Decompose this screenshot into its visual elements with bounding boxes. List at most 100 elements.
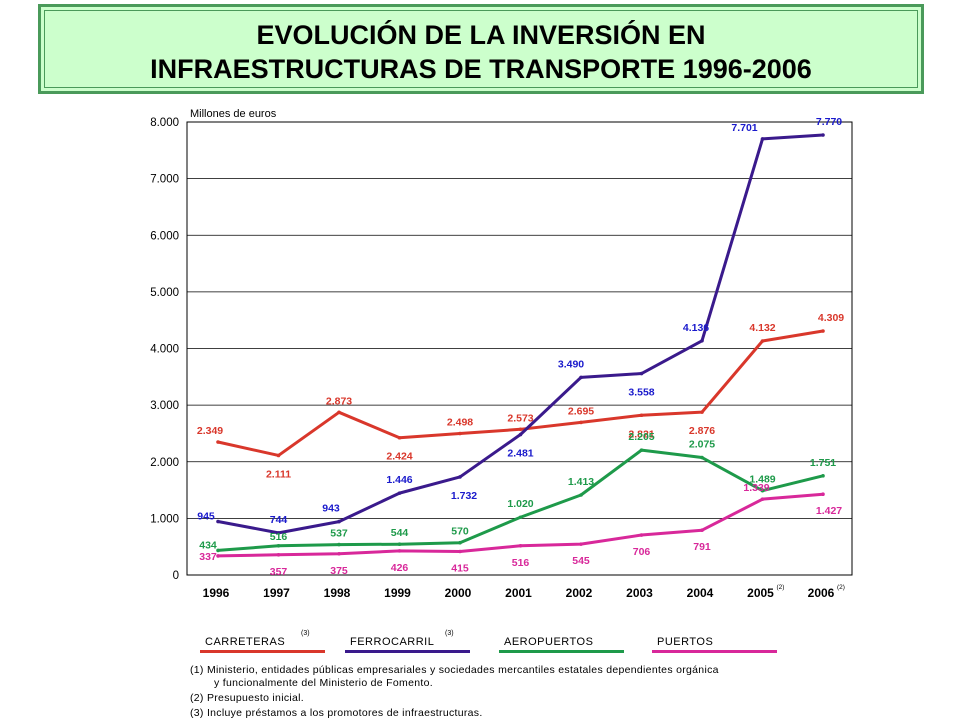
data-label: 1.413 [568, 476, 594, 488]
data-point [397, 491, 402, 495]
data-label: 791 [693, 541, 711, 553]
data-point [760, 497, 765, 501]
data-label: 1.427 [816, 505, 842, 517]
data-label: 4.132 [749, 322, 775, 334]
y-tick-label: 8.000 [150, 117, 179, 129]
legend-item-aeropuertos: AEROPUERTOS [504, 636, 594, 648]
y-tick-label: 0 [173, 570, 179, 582]
y-axis-label: Millones de euros [190, 108, 277, 120]
x-tick-label: 2004 [687, 586, 714, 600]
footnote-2: (2) Presupuesto inicial. [190, 692, 304, 704]
legend-swatch-puertos [652, 650, 777, 653]
data-label: 357 [270, 566, 288, 578]
data-label: 2.424 [386, 451, 412, 463]
data-point [337, 551, 341, 556]
data-label: 2.873 [326, 395, 352, 407]
data-point [579, 493, 583, 497]
data-label: 1.732 [451, 490, 477, 502]
data-point [700, 528, 704, 533]
data-point [518, 515, 523, 520]
data-label: 434 [199, 539, 217, 551]
data-point [397, 542, 402, 546]
data-label: 744 [270, 514, 288, 526]
data-label: 544 [391, 527, 409, 539]
y-tick-label: 5.000 [150, 287, 179, 299]
footnote-3: (3) Incluye préstamos a los promotores d… [190, 707, 483, 719]
footnote-1: (1) Ministerio, entidades públicas empre… [190, 664, 719, 676]
title-line-1: EVOLUCIÓN DE LA INVERSIÓN EN [256, 20, 706, 50]
data-point [216, 440, 220, 444]
x-tick-label: 2005 [747, 586, 774, 600]
data-point [276, 552, 281, 557]
data-label: 2.481 [507, 448, 533, 460]
y-tick-label: 4.000 [150, 344, 179, 356]
data-point [821, 474, 825, 478]
x-tick-label: 1999 [384, 586, 411, 600]
y-tick-label: 7.000 [150, 174, 179, 186]
data-point [821, 133, 825, 137]
data-point [397, 435, 402, 440]
data-label: 4.136 [683, 322, 709, 334]
x-tick-label: 2006 [808, 586, 835, 600]
data-label: 337 [199, 551, 217, 563]
y-tick-label: 2.000 [150, 457, 179, 469]
data-point [518, 427, 523, 432]
x-tick-label: 2000 [445, 586, 472, 600]
data-point [458, 549, 462, 554]
data-label: 2.876 [689, 425, 715, 437]
data-point [760, 137, 765, 141]
data-label: 943 [322, 503, 340, 515]
data-point [700, 338, 704, 343]
data-label: 945 [197, 510, 215, 522]
data-point [458, 540, 462, 545]
data-point [579, 375, 583, 380]
data-point [458, 431, 462, 436]
legend-sup: (3) [301, 630, 310, 637]
data-point [216, 554, 220, 558]
data-point [337, 542, 341, 547]
title-line-2: INFRAESTRUCTURAS DE TRANSPORTE 1996-2006 [150, 54, 812, 84]
x-tick-label: 1997 [263, 586, 290, 600]
data-point [700, 410, 704, 414]
data-point [397, 549, 402, 553]
data-point [458, 475, 462, 479]
x-tick-label: 1996 [203, 586, 230, 600]
data-point [337, 519, 341, 524]
data-point [821, 492, 825, 496]
data-label: 2.573 [507, 412, 533, 424]
data-label: 537 [330, 528, 348, 540]
data-label: 2.349 [197, 425, 223, 437]
x-tick-label: 2002 [566, 586, 593, 600]
data-label: 1.751 [810, 457, 836, 469]
legend-item-puertos: PUERTOS [657, 636, 714, 648]
legend-item-ferrocarril: FERROCARRIL [350, 636, 435, 648]
data-label: 1.446 [386, 474, 412, 486]
legend-swatch-ferrocarril [345, 650, 470, 653]
data-point [760, 339, 765, 343]
data-label: 706 [633, 546, 651, 558]
x-tick-sup: (2) [777, 584, 785, 591]
y-tick-label: 3.000 [150, 400, 179, 412]
data-label: 415 [451, 563, 469, 575]
data-label: 2.111 [266, 468, 291, 480]
title-banner: EVOLUCIÓN DE LA INVERSIÓN EN INFRAESTRUC… [38, 4, 924, 94]
data-point [276, 453, 281, 458]
x-tick-sup: (2) [837, 584, 845, 591]
data-label: 1.339 [743, 482, 769, 494]
data-point [216, 519, 220, 524]
legend-sup: (3) [445, 630, 454, 637]
data-point [579, 420, 583, 425]
data-point [276, 531, 281, 535]
data-label: 516 [512, 557, 530, 569]
data-point [760, 488, 765, 493]
data-point [579, 542, 583, 546]
x-tick-label: 2003 [626, 586, 653, 600]
data-label: 2.821 [628, 428, 654, 440]
data-label: 2.075 [689, 439, 715, 451]
data-label: 2.205 [628, 431, 654, 443]
data-label: 7.701 [731, 122, 757, 134]
data-point [639, 371, 644, 376]
data-label: 2.695 [568, 405, 594, 417]
footnote-1-cont: y funcionalmente del Ministerio de Fomen… [214, 677, 433, 689]
